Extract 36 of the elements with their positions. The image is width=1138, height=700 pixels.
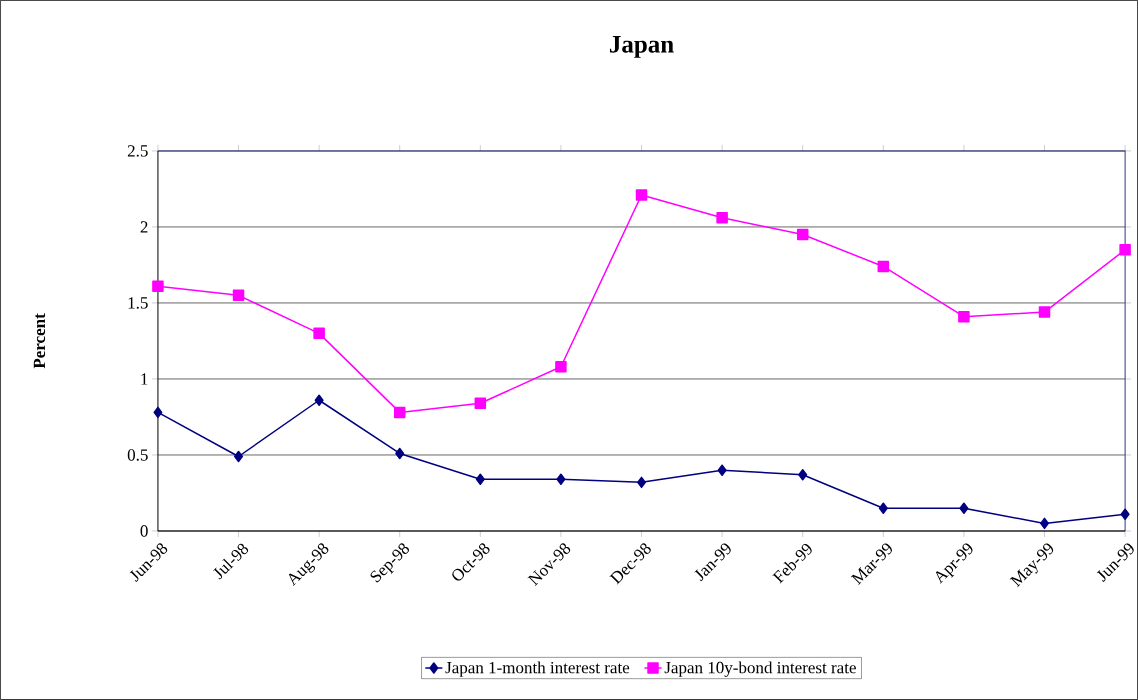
point: [232, 289, 245, 302]
point: [556, 473, 566, 486]
point: [313, 327, 325, 340]
point: [796, 228, 809, 241]
point: [152, 280, 164, 293]
point: [475, 473, 485, 486]
point: [958, 310, 970, 323]
point: [153, 406, 163, 419]
point: [1040, 517, 1050, 530]
y-tick-label: 1: [141, 373, 148, 385]
legend-label: Japan 10y-bond interest rate: [664, 661, 856, 677]
point: [717, 464, 727, 476]
y-tick-label: 1.5: [128, 297, 148, 309]
chart-title: Japan: [609, 36, 674, 58]
point: [1038, 306, 1051, 318]
point: [716, 212, 728, 224]
point: [798, 469, 808, 481]
y-axis-title: Percent: [33, 313, 46, 369]
point: [474, 397, 487, 410]
point: [959, 502, 969, 514]
point: [314, 394, 324, 407]
point: [877, 260, 890, 273]
point: [635, 189, 648, 201]
y-tick-label: 2.5: [127, 145, 148, 157]
y-tick-label: 2: [140, 221, 148, 233]
point: [393, 406, 406, 419]
legend-label: Japan 1-month interest rate: [445, 661, 630, 677]
point: [1120, 508, 1130, 521]
point: [555, 361, 567, 373]
y-tick-label: 0.5: [127, 449, 148, 461]
y-tick-label: 0: [140, 525, 148, 537]
point: [637, 476, 647, 489]
point: [395, 447, 405, 460]
point: [234, 450, 244, 463]
point: [878, 502, 888, 514]
point: [1119, 244, 1131, 256]
